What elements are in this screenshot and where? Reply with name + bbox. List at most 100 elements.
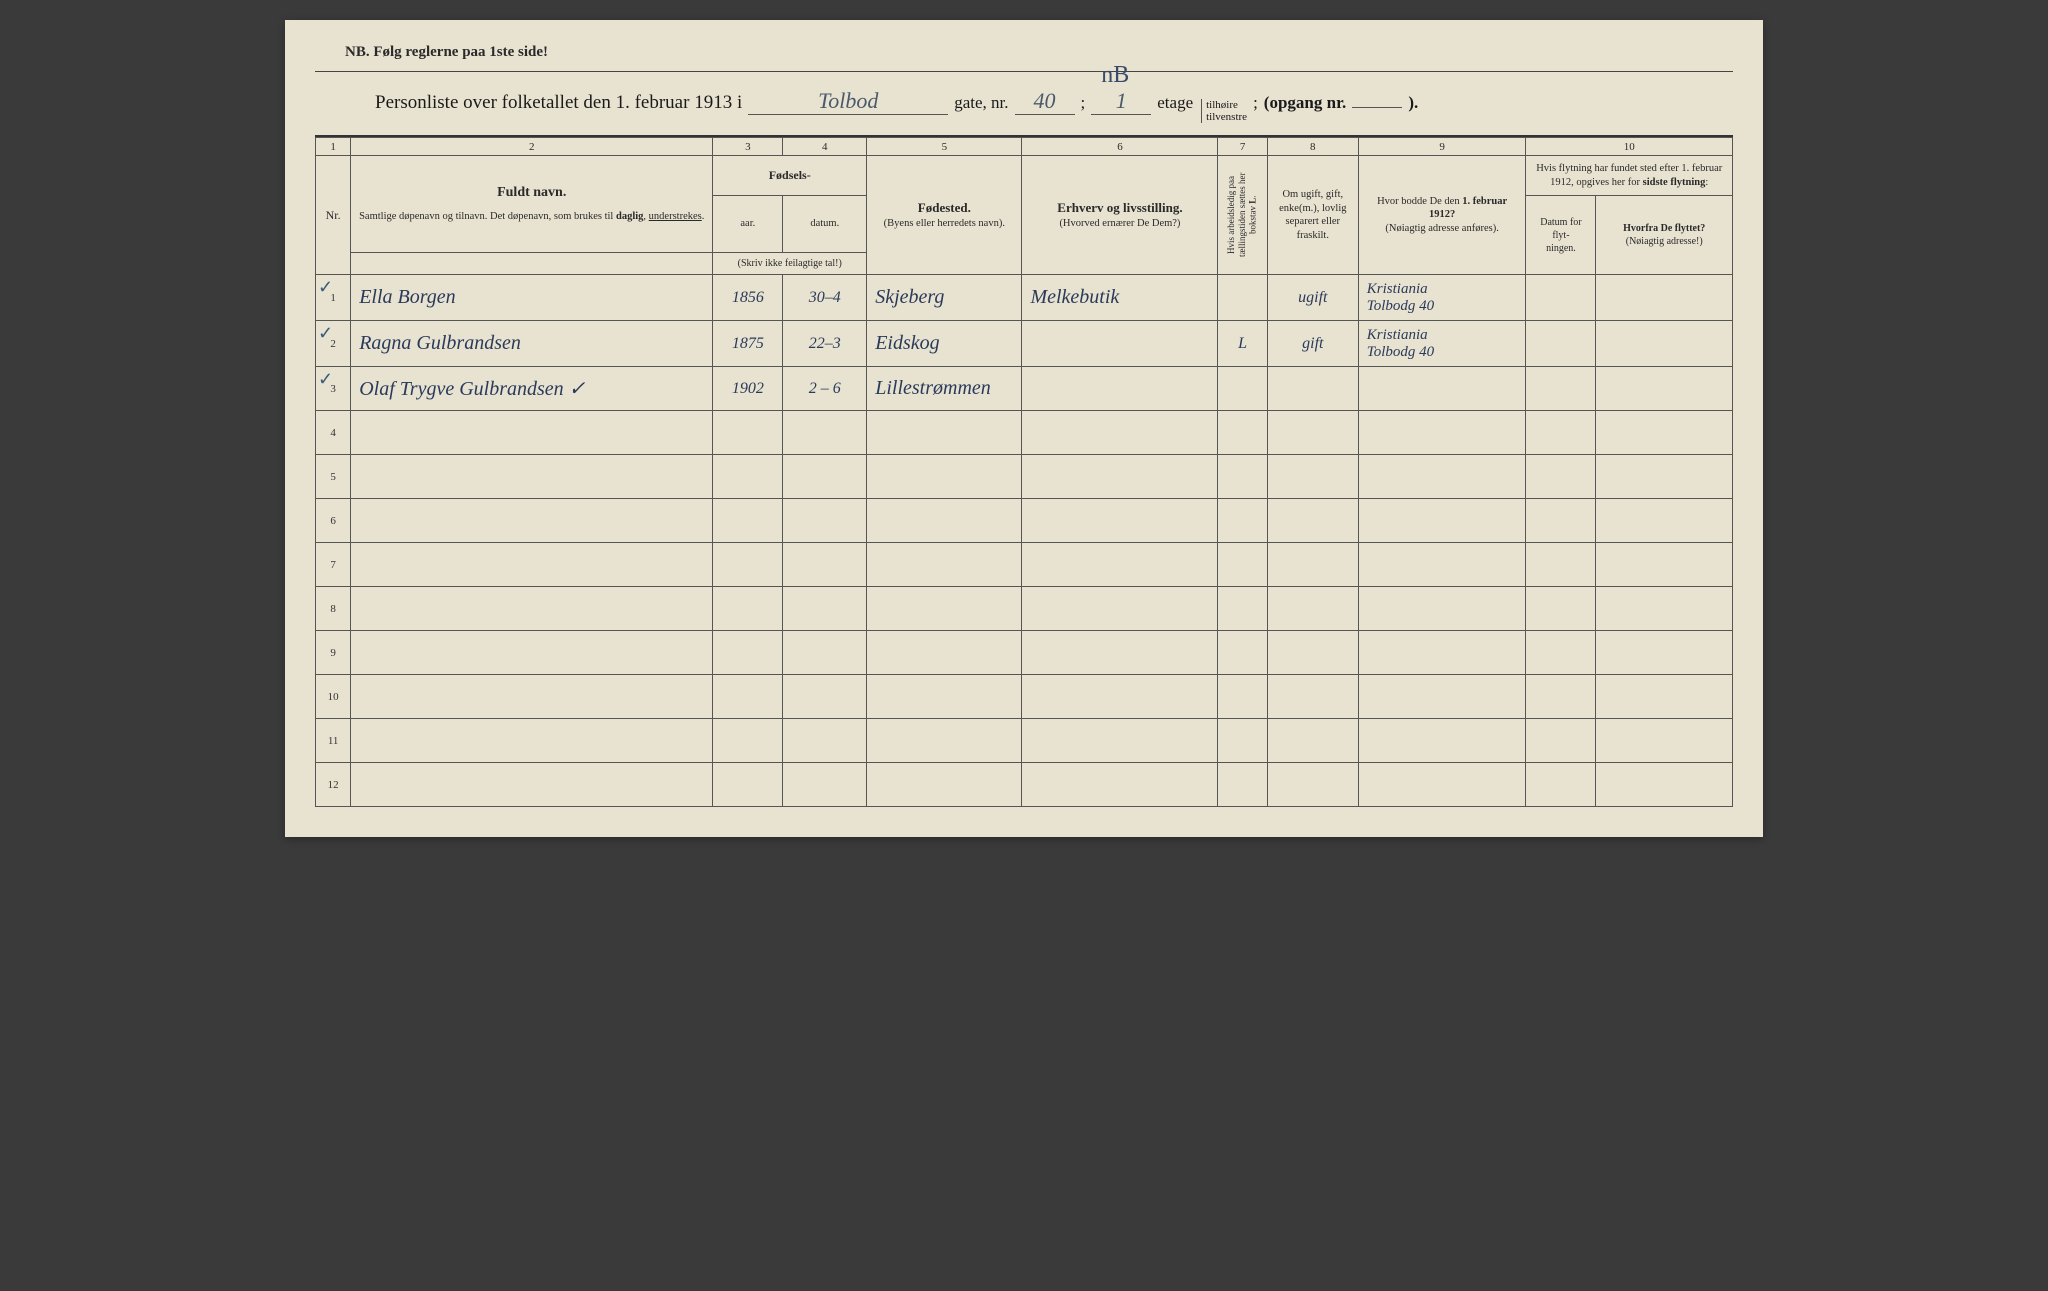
hdr-erhverv: Erhverv og livsstilling. (Hvorved ernære… xyxy=(1022,156,1218,275)
cell-marital xyxy=(1267,499,1358,543)
column-number-row: 1 2 3 4 5 6 7 8 9 10 xyxy=(316,138,1733,156)
table-row: 6 xyxy=(316,499,1733,543)
etage-label: etage xyxy=(1157,93,1193,113)
table-row: 3 Olaf Trygve Gulbrandsen ✓ 1902 2 – 6 L… xyxy=(316,367,1733,411)
cell-year: 1856 xyxy=(713,275,783,321)
cell-move-from xyxy=(1596,675,1733,719)
hdr-fodested: Fødested. (Byens eller herredets navn). xyxy=(867,156,1022,275)
row-number: 12 xyxy=(316,763,351,807)
cell-occupation xyxy=(1022,631,1218,675)
cell-date xyxy=(783,763,867,807)
cell-year xyxy=(713,587,783,631)
cell-date xyxy=(783,499,867,543)
cell-date xyxy=(783,719,867,763)
street-name-field: Tolbod xyxy=(748,88,948,115)
row-number: 7 xyxy=(316,543,351,587)
cell-addr1912 xyxy=(1358,763,1526,807)
cell-name: Olaf Trygve Gulbrandsen ✓ xyxy=(351,367,713,411)
table-header: 1 2 3 4 5 6 7 8 9 10 Nr. Fuldt navn. Sam… xyxy=(316,138,1733,275)
cell-date xyxy=(783,543,867,587)
hdr-erhverv-main: Erhverv og livsstilling. xyxy=(1026,200,1213,217)
cell-col7 xyxy=(1218,275,1267,321)
cell-move-from xyxy=(1596,763,1733,807)
cell-marital xyxy=(1267,587,1358,631)
hdr-fodested-sub: (Byens eller herredets navn). xyxy=(871,217,1017,231)
cell-place xyxy=(867,763,1022,807)
cell-col7 xyxy=(1218,763,1267,807)
hdr-fodsels: Fødsels- xyxy=(713,156,867,196)
cell-year xyxy=(713,499,783,543)
cell-year xyxy=(713,455,783,499)
cell-place: Eidskog xyxy=(867,321,1022,367)
cell-place xyxy=(867,675,1022,719)
cell-name xyxy=(351,543,713,587)
cell-place xyxy=(867,455,1022,499)
cell-col7: L xyxy=(1218,321,1267,367)
cell-marital xyxy=(1267,763,1358,807)
hdr-col7: Hvis arbeidsledig paa tællingstiden sætt… xyxy=(1218,156,1267,275)
cell-date xyxy=(783,631,867,675)
table-body: 1 Ella Borgen 1856 30–4 Skjeberg Melkebu… xyxy=(316,275,1733,807)
cell-move-date xyxy=(1526,367,1596,411)
hdr-move-from: Hvorfra De flyttet? (Nøiagtig adresse!) xyxy=(1596,196,1733,275)
cell-addr1912 xyxy=(1358,587,1526,631)
cell-marital xyxy=(1267,719,1358,763)
colnum-8: 8 xyxy=(1267,138,1358,156)
cell-marital xyxy=(1267,631,1358,675)
cell-col7 xyxy=(1218,587,1267,631)
colnum-2: 2 xyxy=(351,138,713,156)
cell-date: 30–4 xyxy=(783,275,867,321)
cell-name xyxy=(351,719,713,763)
form-header: Personliste over folketallet den 1. febr… xyxy=(315,72,1733,137)
cell-col7 xyxy=(1218,719,1267,763)
semicolon: ; xyxy=(1081,93,1086,113)
cell-place xyxy=(867,719,1022,763)
cell-move-from xyxy=(1596,719,1733,763)
cell-place: Skjeberg xyxy=(867,275,1022,321)
header-prefix: Personliste over folketallet den 1. febr… xyxy=(375,92,742,114)
cell-year: 1902 xyxy=(713,367,783,411)
cell-occupation xyxy=(1022,763,1218,807)
cell-addr1912: KristianiaTolbodg 40 xyxy=(1358,275,1526,321)
row-number: 6 xyxy=(316,499,351,543)
cell-move-from xyxy=(1596,499,1733,543)
cell-occupation xyxy=(1022,719,1218,763)
cell-occupation xyxy=(1022,587,1218,631)
cell-date xyxy=(783,455,867,499)
cell-occupation xyxy=(1022,455,1218,499)
cell-year xyxy=(713,411,783,455)
cell-place xyxy=(867,631,1022,675)
row-number: 4 xyxy=(316,411,351,455)
header-row-1: Nr. Fuldt navn. Samtlige døpenavn og til… xyxy=(316,156,1733,196)
side-options: tilhøire tilvenstre xyxy=(1201,99,1247,123)
gate-number-field: 40 xyxy=(1015,88,1075,115)
hdr-nr: Nr. xyxy=(316,156,351,275)
row-number: 9 xyxy=(316,631,351,675)
cell-marital xyxy=(1267,675,1358,719)
cell-occupation: Melkebutik xyxy=(1022,275,1218,321)
cell-move-date xyxy=(1526,543,1596,587)
cell-col7 xyxy=(1218,455,1267,499)
cell-occupation xyxy=(1022,411,1218,455)
cell-date: 22–3 xyxy=(783,321,867,367)
gate-label: gate, nr. xyxy=(954,93,1008,113)
cell-marital xyxy=(1267,543,1358,587)
cell-year xyxy=(713,763,783,807)
hdr-name-blank xyxy=(351,252,713,274)
cell-addr1912 xyxy=(1358,367,1526,411)
cell-col7 xyxy=(1218,411,1267,455)
cell-move-from xyxy=(1596,543,1733,587)
cell-addr1912: KristianiaTolbodg 40 xyxy=(1358,321,1526,367)
opgang-label: (opgang nr. xyxy=(1264,93,1347,113)
cell-year xyxy=(713,675,783,719)
hdr-move-date: Datum for flyt-ningen. xyxy=(1526,196,1596,275)
cell-move-from xyxy=(1596,411,1733,455)
cell-addr1912 xyxy=(1358,499,1526,543)
hdr-fodested-main: Fødested. xyxy=(871,200,1017,217)
cell-name xyxy=(351,455,713,499)
colnum-10: 10 xyxy=(1526,138,1733,156)
cell-move-date xyxy=(1526,719,1596,763)
hdr-aar: aar. xyxy=(713,196,783,252)
cell-move-date xyxy=(1526,675,1596,719)
cell-move-from xyxy=(1596,275,1733,321)
